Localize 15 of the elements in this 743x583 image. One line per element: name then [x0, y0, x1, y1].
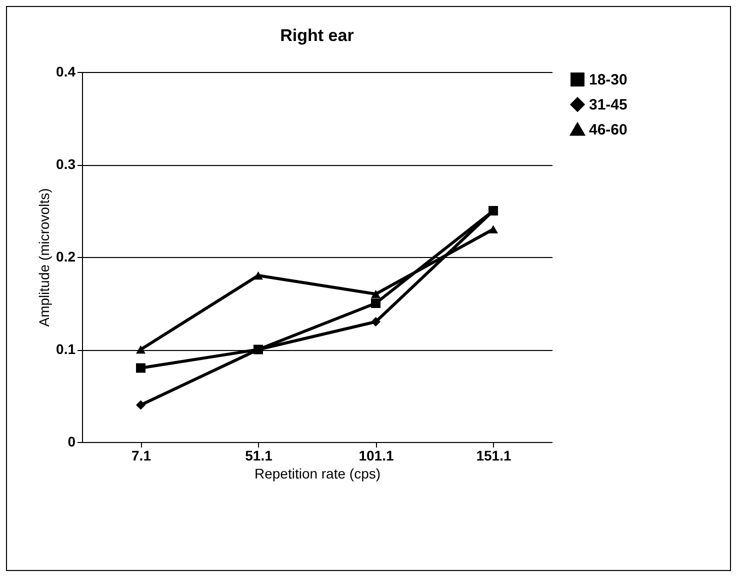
- y-tick-label: 0.2: [56, 248, 76, 264]
- y-tick-label: 0.3: [56, 156, 76, 172]
- x-tick-label: 151.1: [476, 448, 512, 464]
- y-axis-title: Amplitude (microvolts): [36, 188, 52, 327]
- legend-label: 46-60: [589, 122, 628, 138]
- x-tick-label: 101.1: [358, 448, 394, 464]
- y-tick-label: 0.1: [56, 341, 76, 357]
- y-tick-label: 0: [68, 434, 76, 450]
- x-tick-label: 7.1: [132, 448, 152, 464]
- chart-title: Right ear: [280, 26, 354, 45]
- y-tick-label: 0.4: [56, 64, 76, 80]
- x-tick-label: 51.1: [245, 448, 273, 464]
- legend-label: 18-30: [589, 72, 628, 88]
- x-axis-title: Repetition rate (cps): [254, 466, 381, 482]
- legend-label: 31-45: [589, 96, 628, 114]
